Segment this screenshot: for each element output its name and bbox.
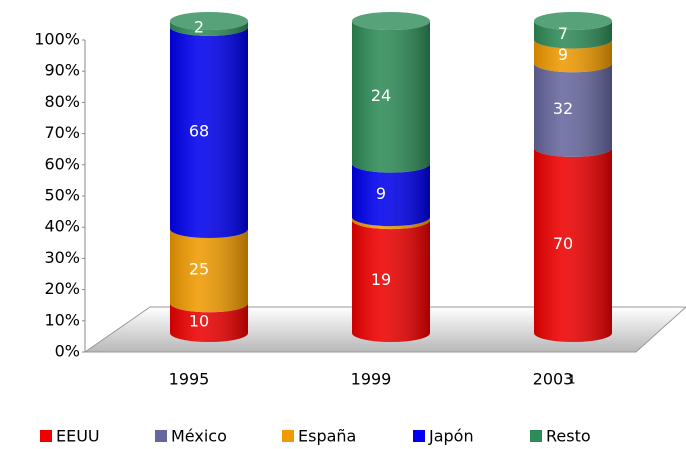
bar-shade	[352, 21, 430, 173]
y-tick-label: 60%	[44, 154, 80, 173]
bar-shade	[170, 229, 248, 313]
bar-shade	[534, 21, 612, 49]
y-tick-label: 50%	[44, 186, 80, 205]
legend-label: EEUU	[56, 427, 100, 446]
bar-top	[170, 12, 248, 30]
legend-label: Resto	[546, 427, 591, 446]
data-label: 32	[553, 99, 573, 118]
data-label: 68	[189, 121, 209, 140]
data-label: 19	[371, 270, 391, 289]
y-tick-label: 30%	[44, 248, 80, 267]
bar-shade	[352, 163, 430, 227]
legend-swatch	[282, 430, 294, 442]
annotation: 1	[568, 373, 576, 387]
x-tick-label: 1999	[351, 370, 392, 389]
bar-top	[352, 12, 430, 30]
data-label: 7	[558, 24, 568, 43]
bar-shade	[170, 26, 248, 239]
y-tick-label: 10%	[44, 310, 80, 329]
data-label: 2	[194, 17, 204, 36]
y-tick-label: 0%	[55, 342, 80, 361]
x-tick-label: 2003	[533, 370, 574, 389]
bar-top	[534, 12, 612, 30]
bar-shade	[534, 39, 612, 73]
y-tick-label: 100%	[34, 30, 80, 49]
bar-shade	[170, 21, 248, 36]
legend-swatch	[530, 430, 542, 442]
y-tick-label: 40%	[44, 217, 80, 236]
legend-swatch	[413, 430, 425, 442]
y-tick-label: 20%	[44, 279, 80, 298]
x-tick-label: 1995	[169, 370, 210, 389]
data-label: 25	[189, 260, 209, 279]
legend-swatch	[155, 430, 167, 442]
legend-swatch	[40, 430, 52, 442]
data-label: 9	[558, 45, 568, 64]
bar-shade	[352, 217, 430, 230]
data-label: 70	[553, 234, 573, 253]
y-tick-label: 70%	[44, 123, 80, 142]
data-label: 10	[189, 312, 209, 331]
legend-label: Japón	[428, 427, 474, 446]
bar-shade	[352, 220, 430, 342]
y-tick-label: 90%	[44, 61, 80, 80]
data-label: 9	[376, 184, 386, 203]
bar-shade	[534, 63, 612, 157]
legend-label: México	[171, 427, 227, 446]
y-tick-label: 80%	[44, 92, 80, 111]
bar-shade	[534, 147, 612, 342]
bar-shade	[170, 303, 248, 342]
data-label: 24	[371, 86, 391, 105]
legend-label: España	[298, 427, 356, 446]
